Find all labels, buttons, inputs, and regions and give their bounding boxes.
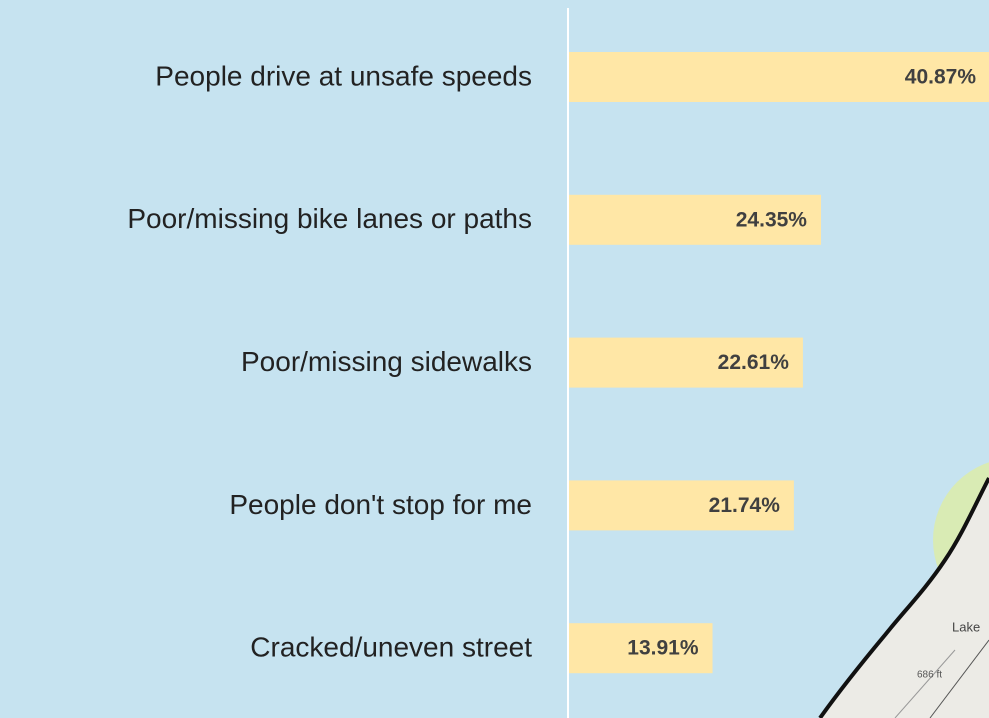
bar [568,194,821,245]
category-label: Cracked/uneven street [250,632,532,663]
map-label: 686 ft [917,670,942,681]
bar [568,337,803,388]
map-road [894,649,956,718]
value-label: 21.74% [709,494,781,517]
bar [568,52,989,102]
bar [568,623,713,674]
map-label: Lake [952,619,980,634]
map-coastline [818,477,989,718]
value-label: 24.35% [736,208,808,231]
map-fragment: Lake 686 ft [818,462,989,718]
category-label: Poor/missing bike lanes or paths [127,203,532,234]
category-label: People don't stop for me [229,489,532,520]
category-label: People drive at unsafe speeds [155,60,532,91]
map-land [820,478,989,718]
category-label: Poor/missing sidewalks [241,346,532,377]
value-label: 22.61% [718,351,790,374]
bar [568,480,794,531]
map-road [929,639,989,718]
value-label: 40.87% [905,66,977,89]
value-label: 13.91% [627,637,699,660]
